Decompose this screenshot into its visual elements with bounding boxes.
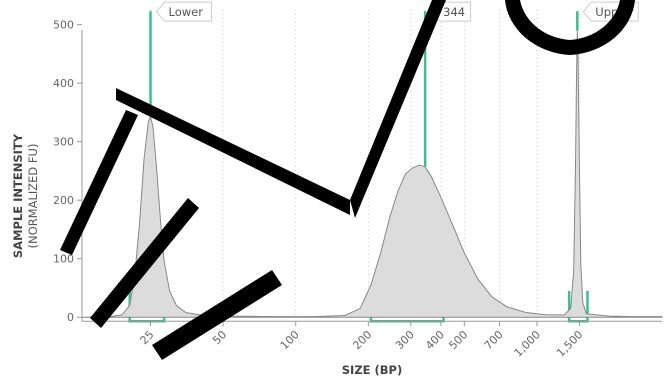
peak-callout-label: 344 [443, 5, 465, 19]
y-tick-label: 100 [53, 253, 74, 266]
x-tick-label: 400 [423, 328, 447, 352]
x-tick-label: 300 [393, 328, 417, 352]
x-tick-label: 700 [482, 328, 506, 352]
x-tick-label: 1,500 [554, 328, 585, 359]
y-axis-subtitle: (NORMALIZED FU) [26, 144, 40, 249]
y-tick-label: 500 [53, 19, 74, 32]
y-tick-label: 300 [53, 136, 74, 149]
peak-callout-box [155, 1, 213, 22]
y-tick-label: 200 [53, 194, 74, 207]
x-tick-label: 1,000 [512, 328, 543, 359]
y-axis-title: SAMPLE INTENSITY [11, 133, 25, 258]
electropherogram-trace [81, 30, 663, 318]
x-tick-label: 200 [350, 328, 374, 352]
y-tick-label: 0 [67, 311, 74, 324]
y-axis-ticks: 0 100 200 300 400 500 [53, 19, 82, 324]
x-tick-label: 50 [210, 328, 229, 347]
y-tick-label: 400 [53, 77, 74, 90]
x-axis-title: SIZE (BP) [342, 363, 402, 377]
peak-callout-label: Lower [169, 5, 204, 19]
x-tick-label: 500 [446, 328, 470, 352]
x-tick-label: 100 [278, 328, 302, 352]
watermark-logo [60, 0, 635, 360]
